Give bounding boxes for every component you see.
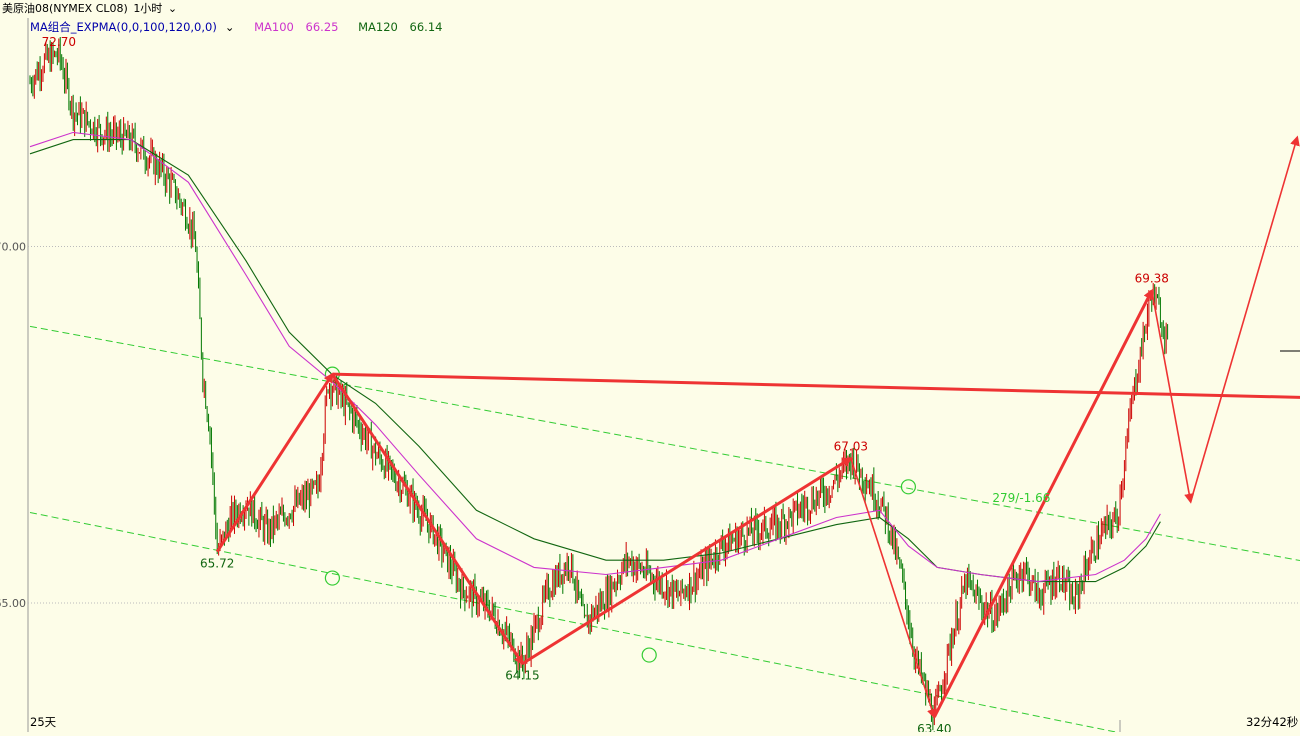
trend-arrow — [1189, 135, 1300, 502]
indicator-legend: MA组合_EXPMA(0,0,100,120,0,0) ⌄ MA100 66.25… — [30, 19, 458, 35]
indicator-name-text: MA组合_EXPMA(0,0,100,120,0,0) — [30, 20, 217, 34]
indicator-name[interactable]: MA组合_EXPMA(0,0,100,120,0,0) ⌄ — [30, 20, 242, 34]
price-annotation: 65.72 — [200, 557, 234, 571]
symbol-title: 美原油08(NYMEX CL08) — [2, 2, 128, 15]
ma120-label: MA120 — [358, 20, 398, 34]
indicator-dropdown-icon[interactable]: ⌄ — [224, 20, 235, 34]
y-tick-label: 70.00 — [0, 241, 26, 254]
trend-arrow — [932, 288, 1154, 718]
ma100-legend: MA100 66.25 — [254, 20, 346, 34]
ma100-line — [29, 131, 1161, 583]
price-annotation: 67.03 — [834, 439, 868, 453]
ma120-legend: MA120 66.14 — [358, 20, 450, 34]
period-selector[interactable]: 1小时 — [133, 2, 163, 15]
trend-arrow — [521, 456, 853, 665]
trend-arrow — [215, 372, 334, 553]
channel-marker — [641, 647, 657, 663]
price-annotation: 63.40 — [917, 722, 951, 732]
trend-arrow — [332, 372, 1300, 399]
price-annotation: 72.70 — [42, 35, 76, 49]
ma100-label: MA100 — [254, 20, 294, 34]
ma100-value: 66.25 — [305, 20, 339, 34]
price-annotation: 64.15 — [505, 669, 539, 683]
trend-arrow — [850, 458, 937, 719]
price-annotation: 69.38 — [1135, 272, 1169, 286]
trend-arrow — [331, 373, 524, 666]
footer-right-label: 32分42秒 — [1246, 715, 1299, 729]
price-annotation: 279/-1.66 — [992, 491, 1050, 505]
period-dropdown-icon[interactable]: ⌄ — [167, 2, 178, 15]
footer-left-label: 25天 — [30, 715, 57, 729]
channel-marker — [324, 570, 340, 586]
ma120-value: 66.14 — [409, 20, 443, 34]
title-bar: 美原油08(NYMEX CL08) 1小时 ⌄ — [0, 0, 1300, 18]
trend-arrow — [1150, 290, 1195, 504]
channel-line — [29, 325, 1300, 562]
channel-line — [29, 511, 1139, 736]
channel-marker — [900, 479, 917, 495]
y-tick-label: 65.00 — [0, 597, 26, 610]
